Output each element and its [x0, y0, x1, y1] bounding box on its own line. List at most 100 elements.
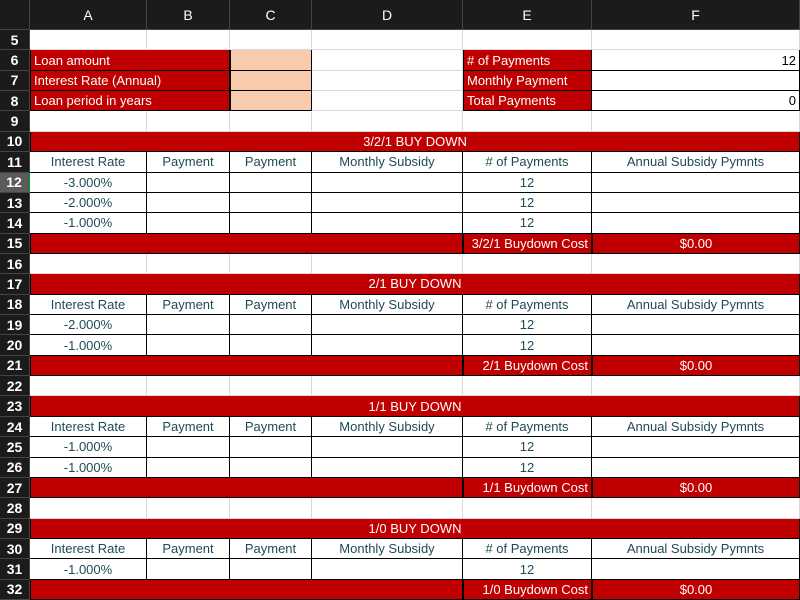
cell[interactable] [147, 376, 230, 397]
interest-rate-cell[interactable]: -1.000% [30, 457, 147, 478]
interest-rate-cell[interactable]: -3.000% [30, 172, 147, 193]
payment-cell[interactable] [147, 315, 230, 336]
row-header-21[interactable]: 21 [0, 355, 30, 377]
row-header-6[interactable]: 6 [0, 50, 30, 71]
payment-cell[interactable] [230, 559, 312, 580]
cell[interactable] [312, 70, 463, 92]
payment-cell[interactable] [230, 213, 312, 234]
interest-rate-cell[interactable]: -2.000% [30, 315, 147, 336]
cell[interactable] [592, 253, 800, 275]
payment-cell[interactable] [230, 192, 312, 214]
cell[interactable] [312, 376, 463, 397]
row-header-22[interactable]: 22 [0, 376, 30, 397]
monthly-subsidy-cell[interactable] [312, 315, 463, 336]
buydown-cost-value[interactable]: $0.00 [592, 579, 800, 600]
cell[interactable] [592, 498, 800, 519]
annual-subsidy-cell[interactable] [592, 559, 800, 580]
column-header-D[interactable]: D [312, 0, 463, 30]
buydown-cost-value[interactable]: $0.00 [592, 355, 800, 377]
row-header-20[interactable]: 20 [0, 335, 30, 356]
cell[interactable] [230, 30, 312, 51]
row-header-28[interactable]: 28 [0, 498, 30, 519]
annual-subsidy-cell[interactable] [592, 172, 800, 193]
payment-cell[interactable] [230, 335, 312, 356]
monthly-subsidy-cell[interactable] [312, 192, 463, 214]
select-all-corner[interactable] [0, 0, 30, 30]
cell[interactable] [230, 111, 312, 132]
payment-cell[interactable] [147, 192, 230, 214]
row-header-24[interactable]: 24 [0, 416, 30, 438]
cell[interactable] [592, 30, 800, 51]
annual-subsidy-cell[interactable] [592, 213, 800, 234]
row-header-30[interactable]: 30 [0, 538, 30, 560]
annual-subsidy-cell[interactable] [592, 335, 800, 356]
row-header-15[interactable]: 15 [0, 233, 30, 254]
row-header-26[interactable]: 26 [0, 457, 30, 478]
interest-rate-cell[interactable]: -1.000% [30, 559, 147, 580]
cell[interactable] [30, 376, 147, 397]
monthly-subsidy-cell[interactable] [312, 172, 463, 193]
row-header-5[interactable]: 5 [0, 30, 30, 51]
summary-value[interactable]: 12 [592, 50, 800, 71]
monthly-subsidy-cell[interactable] [312, 213, 463, 234]
cell[interactable] [312, 111, 463, 132]
num-payments-cell[interactable]: 12 [463, 315, 592, 336]
payment-cell[interactable] [230, 437, 312, 458]
monthly-subsidy-cell[interactable] [312, 559, 463, 580]
cell[interactable] [147, 253, 230, 275]
payment-cell[interactable] [230, 172, 312, 193]
row-header-8[interactable]: 8 [0, 91, 30, 112]
num-payments-cell[interactable]: 12 [463, 335, 592, 356]
cell[interactable] [463, 376, 592, 397]
summary-value[interactable]: 0 [592, 91, 800, 112]
column-header-C[interactable]: C [230, 0, 312, 30]
cell[interactable] [463, 253, 592, 275]
cell[interactable] [463, 30, 592, 51]
cell[interactable] [312, 498, 463, 519]
annual-subsidy-cell[interactable] [592, 315, 800, 336]
payment-cell[interactable] [147, 437, 230, 458]
cell[interactable] [230, 498, 312, 519]
monthly-subsidy-cell[interactable] [312, 457, 463, 478]
annual-subsidy-cell[interactable] [592, 192, 800, 214]
row-header-27[interactable]: 27 [0, 477, 30, 499]
summary-value[interactable] [592, 70, 800, 92]
num-payments-cell[interactable]: 12 [463, 437, 592, 458]
payment-cell[interactable] [147, 213, 230, 234]
input-cell[interactable] [230, 50, 312, 71]
row-header-25[interactable]: 25 [0, 437, 30, 458]
cell[interactable] [30, 498, 147, 519]
cell[interactable] [230, 253, 312, 275]
row-header-16[interactable]: 16 [0, 253, 30, 275]
cell[interactable] [463, 111, 592, 132]
payment-cell[interactable] [147, 559, 230, 580]
row-header-19[interactable]: 19 [0, 315, 30, 336]
num-payments-cell[interactable]: 12 [463, 213, 592, 234]
cell[interactable] [30, 30, 147, 51]
row-header-14[interactable]: 14 [0, 213, 30, 234]
interest-rate-cell[interactable]: -1.000% [30, 437, 147, 458]
cell[interactable] [312, 91, 463, 112]
cell[interactable] [230, 376, 312, 397]
cell[interactable] [592, 111, 800, 132]
column-header-F[interactable]: F [592, 0, 800, 30]
interest-rate-cell[interactable]: -2.000% [30, 192, 147, 214]
row-header-9[interactable]: 9 [0, 111, 30, 132]
row-header-7[interactable]: 7 [0, 70, 30, 92]
cell[interactable] [463, 498, 592, 519]
payment-cell[interactable] [230, 315, 312, 336]
input-cell[interactable] [230, 70, 312, 92]
num-payments-cell[interactable]: 12 [463, 192, 592, 214]
row-header-31[interactable]: 31 [0, 559, 30, 580]
interest-rate-cell[interactable]: -1.000% [30, 335, 147, 356]
cell[interactable] [147, 498, 230, 519]
cell[interactable] [312, 30, 463, 51]
cell[interactable] [30, 253, 147, 275]
payment-cell[interactable] [230, 457, 312, 478]
num-payments-cell[interactable]: 12 [463, 172, 592, 193]
row-header-32[interactable]: 32 [0, 579, 30, 600]
payment-cell[interactable] [147, 172, 230, 193]
column-header-B[interactable]: B [147, 0, 230, 30]
row-header-23[interactable]: 23 [0, 396, 30, 417]
